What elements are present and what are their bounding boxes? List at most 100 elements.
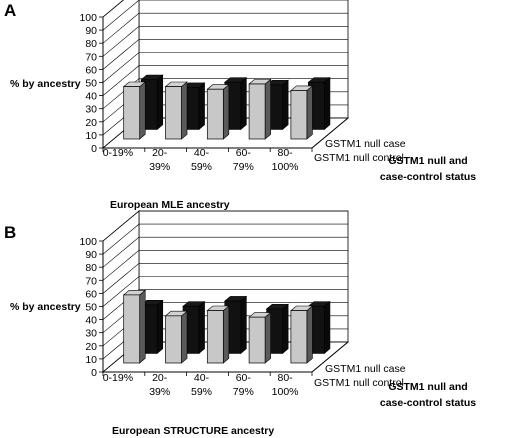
y-tick-label: 10 [85, 354, 97, 366]
bar-0-0 [123, 86, 141, 140]
y-tick-label: 40 [85, 315, 97, 327]
gridline [102, 0, 124, 18]
gridline [102, 78, 348, 109]
x-axis-title: European MLE ancestry [110, 199, 230, 211]
gridline [102, 12, 348, 44]
x-tick-label: 20- [152, 372, 168, 384]
bar-side-s1 [156, 74, 164, 131]
y-tick-label: 20 [85, 341, 97, 353]
bar-0-4 [290, 310, 308, 364]
gridline [102, 210, 348, 242]
bar-side-s1 [282, 303, 289, 355]
y-tick-label: 50 [85, 78, 97, 90]
y-axis-title: % by ancestry [10, 301, 81, 313]
y-tick-label: 0 [91, 143, 97, 155]
bar-side-s1 [324, 76, 331, 131]
bar-side-s0 [223, 305, 230, 364]
gridline [102, 39, 348, 70]
y-tick-label: 90 [85, 25, 97, 37]
x-tick-label: 100% [272, 386, 299, 398]
bar-side-s1 [198, 300, 205, 355]
y-tick-label: 10 [85, 130, 97, 142]
bar-side-s1 [324, 300, 331, 355]
x-tick-label: 40- [194, 147, 210, 159]
x-tick-label: 59% [191, 386, 212, 398]
bar-0-2 [206, 88, 224, 140]
x-tick-label: 60- [236, 147, 252, 159]
bar-side-s1 [198, 82, 205, 131]
x-tick-label: 20- [152, 147, 168, 159]
x-tick-label: 79% [233, 161, 254, 173]
bar-0-3 [248, 83, 266, 140]
bar-0-2 [206, 310, 224, 364]
y-tick-label: 30 [85, 104, 97, 116]
bar-side-s0 [264, 311, 271, 364]
x-tick-label: 59% [191, 161, 212, 173]
z-axis-title: case-control status [380, 397, 476, 409]
gridline [102, 236, 348, 268]
y-tick-label: 70 [85, 51, 97, 63]
bar-side-s0 [306, 305, 313, 364]
bar-side-s1 [240, 76, 247, 131]
y-tick-label: 60 [85, 288, 97, 300]
bar-0-0 [123, 294, 141, 364]
gridline [102, 250, 348, 281]
y-tick-label: 0 [91, 367, 97, 379]
x-axis-title: European STRUCTURE ancestry [112, 425, 274, 437]
bar-0-4 [290, 90, 308, 140]
panel-letter: A [4, 1, 16, 20]
bar-side-s0 [181, 81, 188, 140]
y-tick-label: 90 [85, 249, 97, 261]
bar-side-s0 [223, 83, 230, 140]
y-tick-label: 50 [85, 302, 97, 314]
y-tick-label: 20 [85, 117, 97, 129]
x-tick-label: 79% [233, 386, 254, 398]
bar-0-1 [165, 86, 182, 140]
series-label-case: GSTM1 null case [325, 138, 406, 150]
y-tick-label: 80 [85, 38, 97, 50]
series-label-control: GSTM1 null control [314, 377, 404, 389]
bar-side-s0 [139, 81, 146, 140]
x-tick-label: 40- [194, 372, 210, 384]
x-tick-label: 0-19% [103, 147, 133, 159]
gridline [102, 65, 348, 96]
x-tick-label: 0-19% [103, 372, 133, 384]
bar-side-s0 [139, 289, 146, 364]
x-tick-label: 39% [149, 386, 170, 398]
z-axis-title: GSTM1 null and [388, 381, 467, 393]
gridline [102, 276, 348, 307]
x-tick-label: 80- [278, 147, 294, 159]
bar-0-3 [248, 316, 266, 364]
gridline [102, 263, 348, 294]
panel-letter: B [4, 223, 16, 242]
y-tick-label: 80 [85, 262, 97, 274]
bar-side-s0 [264, 78, 271, 140]
z-axis-title: GSTM1 null and [388, 155, 467, 167]
gridline [102, 0, 348, 31]
y-tick-label: 70 [85, 275, 97, 287]
bar-side-s0 [181, 310, 188, 364]
x-tick-label: 60- [236, 372, 252, 384]
gridline [102, 289, 348, 320]
series-label-case: GSTM1 null case [325, 363, 406, 375]
bar-side-s1 [282, 79, 289, 131]
bar-side-s1 [156, 299, 164, 355]
y-tick-label: 100 [79, 236, 97, 248]
bar-0-1 [165, 315, 182, 364]
gridline [102, 25, 348, 57]
y-tick-label: 40 [85, 91, 97, 103]
bar-side-s0 [306, 85, 313, 140]
z-axis [311, 117, 349, 149]
gridline [102, 223, 348, 255]
y-tick-label: 30 [85, 328, 97, 340]
y-tick-label: 60 [85, 64, 97, 76]
gridline [102, 52, 348, 83]
x-tick-label: 100% [272, 161, 299, 173]
series-label-control: GSTM1 null control [314, 152, 404, 164]
x-tick-label: 39% [149, 161, 170, 173]
x-tick-label: 80- [278, 372, 294, 384]
y-tick-label: 100 [79, 12, 97, 24]
z-axis-title: case-control status [380, 171, 476, 183]
y-axis-title: % by ancestry [10, 78, 81, 90]
